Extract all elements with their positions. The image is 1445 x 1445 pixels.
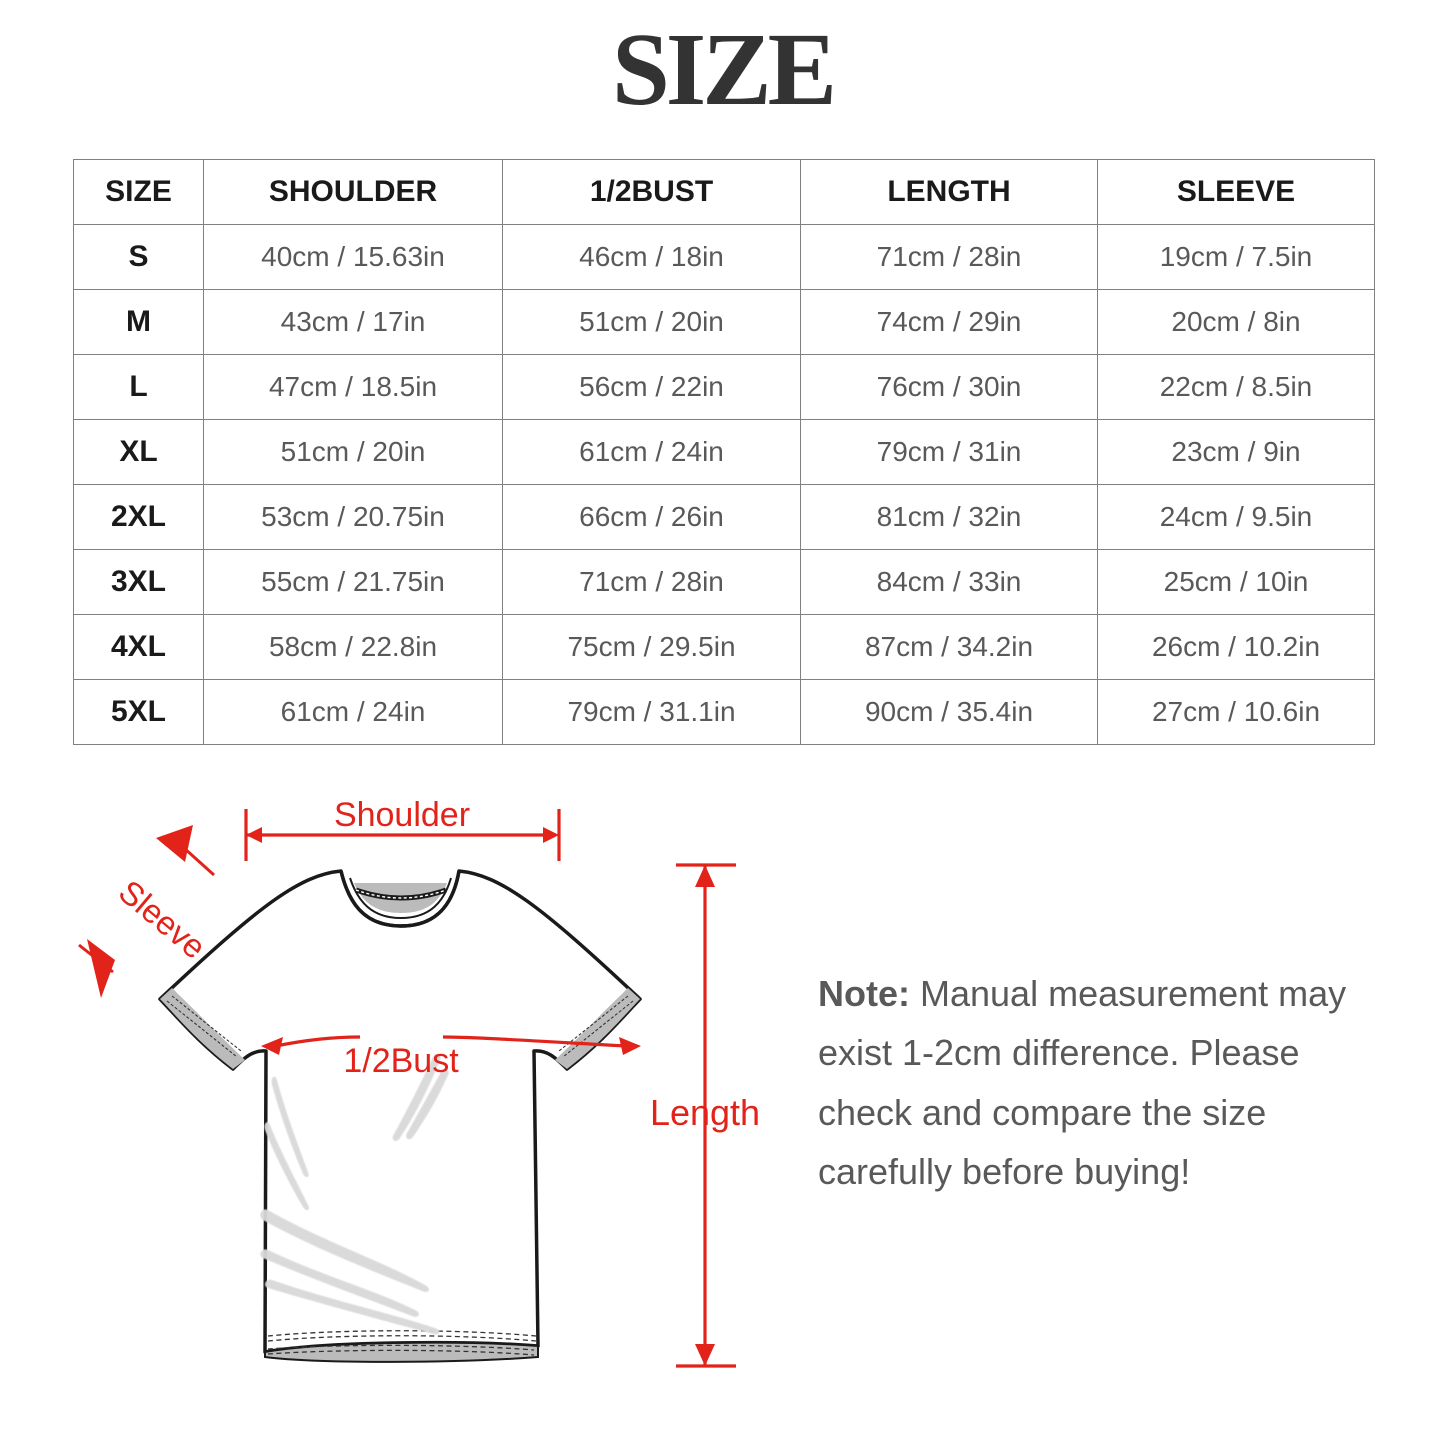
svg-text:Shoulder: Shoulder <box>334 796 470 834</box>
svg-text:Sleeve: Sleeve <box>112 873 213 966</box>
svg-text:Length: Length <box>650 1092 760 1133</box>
svg-text:1/2Bust: 1/2Bust <box>343 1042 459 1080</box>
